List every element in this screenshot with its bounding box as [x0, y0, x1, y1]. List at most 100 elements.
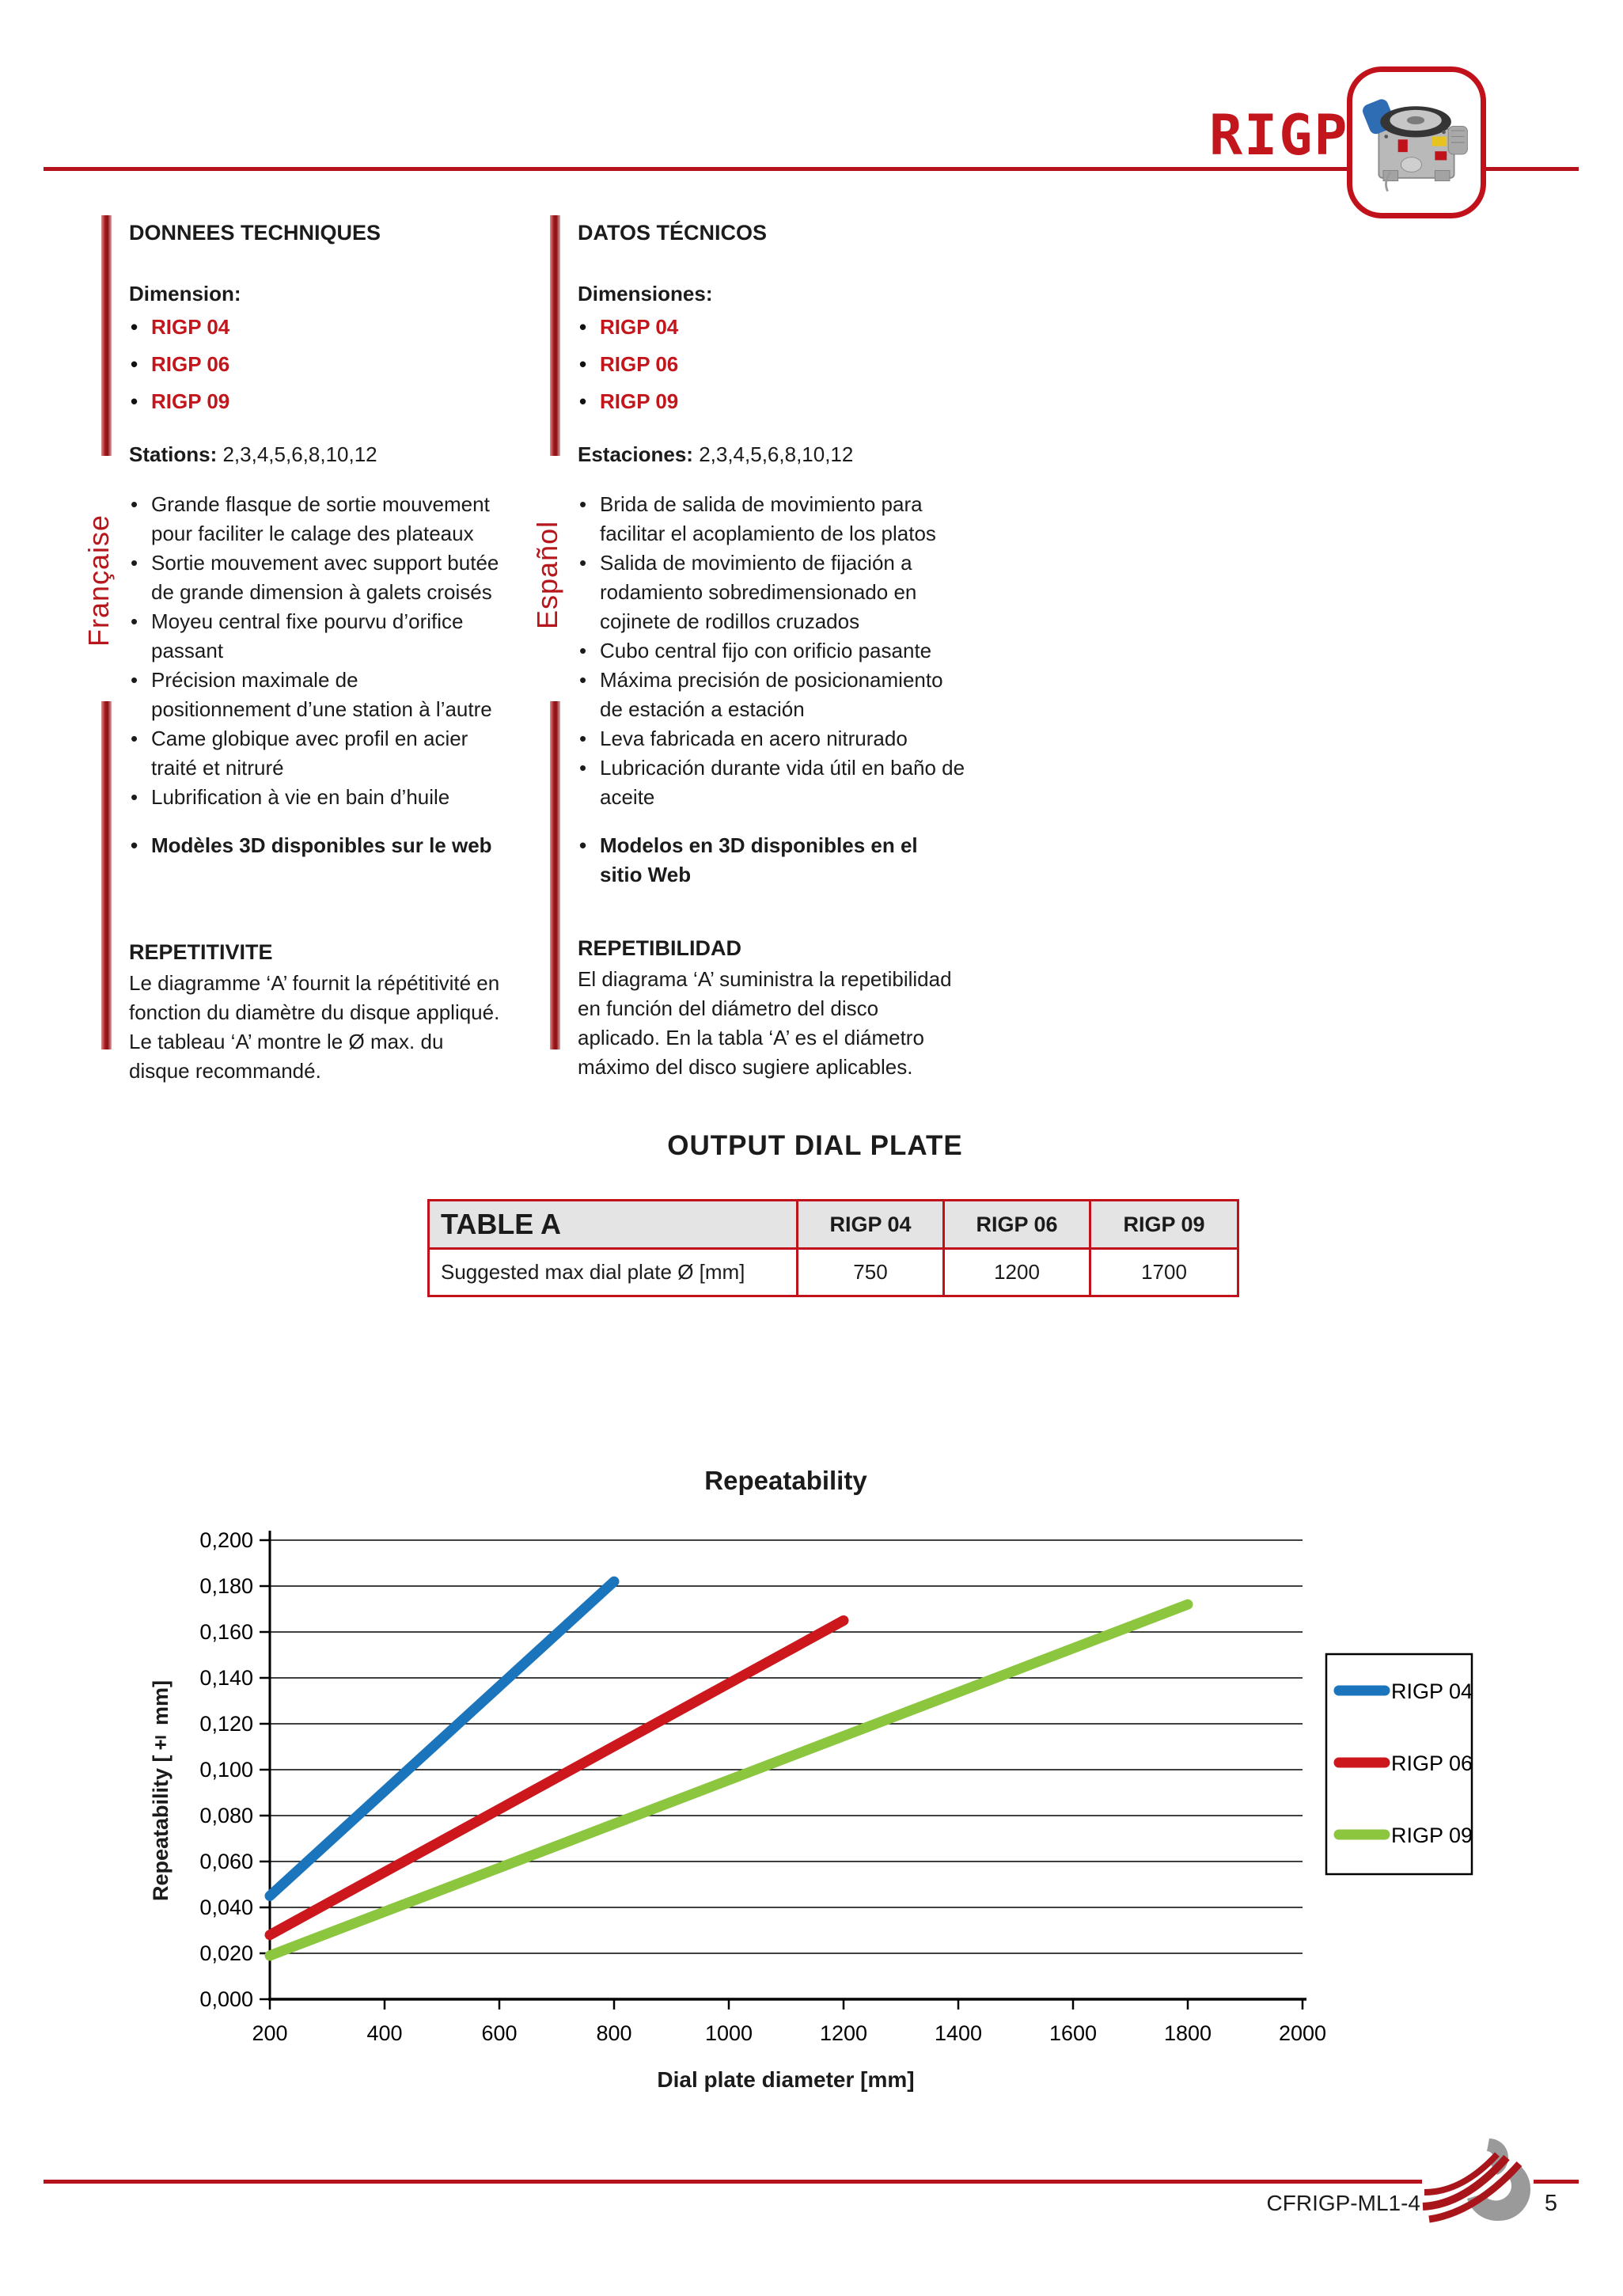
list-item: • Sortie mouvement avec support butée de … — [129, 548, 501, 607]
header-divider — [44, 167, 1579, 171]
chart-canvas: 0,000 0,020 0,040 0,060 0,080 0,100 0,120 0,140… — [199, 1528, 1473, 2045]
y-tick-label: 0,160 — [199, 1620, 253, 1644]
repeatability-title: REPETIBILIDAD — [578, 936, 742, 960]
bullet-dot: • — [131, 389, 138, 413]
x-tick-label: 1800 — [1164, 2021, 1212, 2045]
list-item: • Précision maximale de positionnement d’… — [129, 666, 501, 724]
list-item: • RIGP 06 — [578, 346, 965, 383]
list-item: • RIGP 09 — [129, 383, 501, 420]
stations-label: Estaciones: — [578, 442, 693, 466]
y-tick-label: 0,000 — [199, 1987, 253, 2011]
legend-label: RIGP 04 — [1391, 1679, 1473, 1703]
column-header-rigp04: RIGP 04 — [796, 1199, 945, 1250]
table-row: Suggested max dial plate Ø [mm] 750 1200… — [427, 1247, 1239, 1297]
stations-label: Stations: — [129, 442, 218, 466]
rotary-index-table-image — [1363, 99, 1468, 192]
stations-line: Estaciones: 2,3,4,5,6,8,10,12 — [578, 440, 965, 469]
column-header-rigp06: RIGP 06 — [942, 1199, 1091, 1250]
y-tick-label: 0,100 — [199, 1758, 253, 1782]
list-item: • Leva fabricada en acero nitrurado — [578, 724, 965, 753]
french-column: DONNEES TECHNIQUES Dimension: • RIGP 04 • R… — [129, 218, 501, 1086]
y-tick-label: 0,080 — [199, 1804, 253, 1827]
stations-line: Stations: 2,3,4,5,6,8,10,12 — [129, 440, 501, 469]
list-item: • Grande flasque de sortie mouvement pour… — [129, 490, 501, 548]
y-tick-label: 0,200 — [199, 1528, 253, 1552]
bullet-dot: • — [579, 727, 587, 750]
x-tick-label: 1600 — [1049, 2021, 1097, 2045]
y-tick-label: 0,040 — [199, 1896, 253, 1919]
output-dial-plate-title: OUTPUT DIAL PLATE — [667, 1130, 963, 1161]
list-item: • Moyeu central fixe pourvu d’orifice pas… — [129, 607, 501, 666]
page-number: 5 — [1544, 2191, 1558, 2216]
repeatability-text: El diagrama ‘A’ suministra la repetibili… — [578, 967, 952, 1079]
feature-list: • Grande flasque de sortie mouvement pour… — [129, 490, 501, 812]
bullet-dot: • — [131, 668, 138, 692]
row-label: Suggested max dial plate Ø [mm] — [427, 1247, 798, 1297]
french-rail-top — [101, 215, 112, 456]
spanish-language-label: Español — [531, 520, 563, 629]
list-item: • RIGP 04 — [578, 309, 965, 346]
value-rigp06: 1200 — [942, 1247, 1091, 1297]
bullet-dot: • — [131, 315, 138, 339]
bullet-dot: • — [579, 668, 587, 692]
x-tick-label: 1400 — [935, 2021, 982, 2045]
dimension-label: Dimensiones: — [578, 282, 713, 306]
product-photo-badge — [1347, 66, 1486, 218]
list-item: • RIGP 06 — [129, 346, 501, 383]
model-list: • RIGP 04 • RIGP 06 • RIGP 09 — [129, 309, 501, 420]
x-tick-label: 1000 — [705, 2021, 753, 2045]
x-tick-label: 1200 — [820, 2021, 867, 2045]
bullet-dot: • — [131, 551, 138, 575]
repeatability-section: REPETITIVITE Le diagramme ‘A’ fournit la… — [129, 938, 501, 1086]
web-note: • Modelos en 3D disponibles en el sitio … — [578, 831, 965, 890]
bullet-dot: • — [131, 833, 138, 857]
bullet-dot: • — [579, 551, 587, 575]
y-tick-label: 0,120 — [199, 1712, 253, 1736]
bullet-dot: • — [131, 727, 138, 750]
series-rigp-04 — [264, 1576, 620, 1901]
french-rail-bottom — [101, 701, 112, 1049]
bullet-dot: • — [579, 833, 587, 857]
bullet-dot: • — [579, 352, 587, 376]
bullet-dot: • — [131, 609, 138, 633]
list-item: • Brida de salida de movimiento para faci… — [578, 490, 965, 548]
list-item: • Máxima precisión de posicionamiento de … — [578, 666, 965, 724]
repeatability-section: REPETIBILIDAD El diagrama ‘A’ suministra… — [578, 934, 965, 1082]
y-tick-label: 0,060 — [199, 1850, 253, 1873]
list-item: • Cubo central fijo con orificio pasante — [578, 636, 965, 666]
legend-label: RIGP 06 — [1391, 1751, 1473, 1775]
list-item: • Lubrification à vie en bain d’huile — [129, 783, 501, 812]
bullet-dot: • — [579, 389, 587, 413]
bullet-dot: • — [579, 315, 587, 339]
bullet-dot: • — [131, 352, 138, 376]
repeatability-title: REPETITIVITE — [129, 940, 273, 964]
x-tick-label: 600 — [481, 2021, 517, 2045]
footer-divider-right — [1534, 2180, 1579, 2184]
list-item: • RIGP 09 — [578, 383, 965, 420]
x-tick-label: 800 — [596, 2021, 631, 2045]
spanish-column: DATOS TÉCNICOS Dimensiones: • RIGP 04 • RIG… — [578, 218, 965, 1082]
table-a: TABLE A RIGP 04 RIGP 06 RIGP 09 Suggeste… — [427, 1199, 1239, 1297]
table-a-header-row: TABLE A RIGP 04 RIGP 06 RIGP 09 — [427, 1199, 1239, 1250]
repeatability-text: Le diagramme ‘A’ fournit la répétitivité… — [129, 971, 500, 1083]
company-logo — [1422, 2139, 1531, 2223]
table-a-title-cell: TABLE A — [427, 1199, 798, 1250]
chart-x-axis-title: Dial plate diameter [mm] — [657, 2067, 915, 2092]
bullet-dot: • — [579, 756, 587, 780]
french-language-label: Française — [82, 514, 115, 647]
bullet-dot: • — [579, 492, 587, 516]
list-item: • Lubricación durante vida útil en baño d… — [578, 753, 965, 812]
page-title: RIGP — [1209, 103, 1349, 168]
series-rigp-09 — [264, 1599, 1193, 1961]
section-title: DATOS TÉCNICOS — [578, 221, 768, 245]
series-rigp-06 — [264, 1615, 849, 1941]
y-tick-label: 0,140 — [199, 1666, 253, 1690]
document-code: CFRIGP-ML1-4 — [1266, 2191, 1420, 2215]
bullet-dot: • — [131, 492, 138, 516]
list-item: • RIGP 04 — [129, 309, 501, 346]
spanish-rail-bottom — [550, 701, 560, 1049]
section-title: DONNEES TECHNIQUES — [129, 221, 381, 245]
footer-divider — [44, 2180, 1422, 2184]
y-tick-label: 0,180 — [199, 1574, 253, 1598]
